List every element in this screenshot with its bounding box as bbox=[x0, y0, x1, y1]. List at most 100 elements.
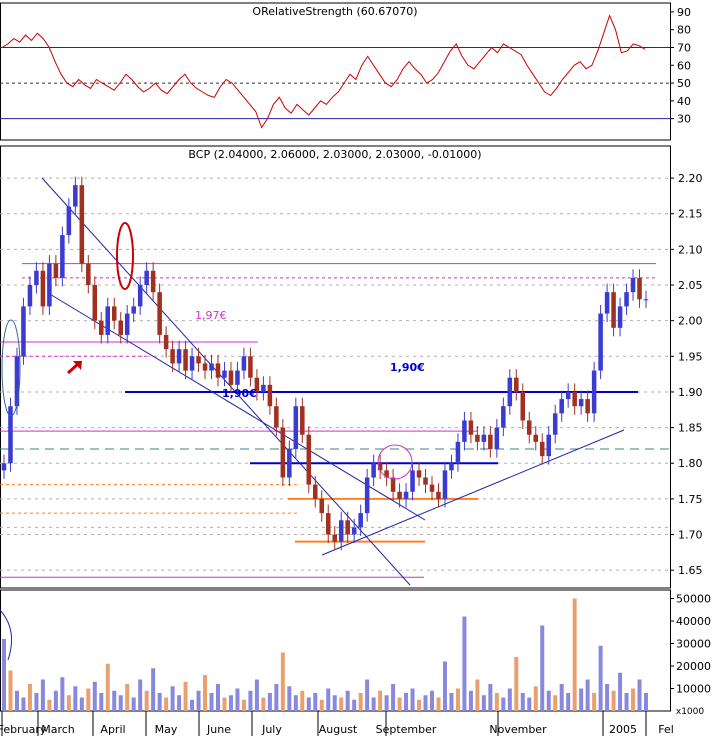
volume-frame bbox=[0, 589, 671, 712]
volume-bar bbox=[540, 625, 545, 711]
indicator-panel: 30 40 50 60 70 80 90 bbox=[0, 2, 691, 141]
volume-bar bbox=[624, 693, 629, 711]
indicator-tick-label-0: 30 bbox=[677, 113, 691, 126]
candle-body bbox=[209, 363, 214, 371]
candle-body bbox=[539, 441, 545, 457]
candle-body bbox=[92, 285, 98, 321]
volume-bar bbox=[40, 679, 45, 711]
volume-bar bbox=[280, 652, 285, 711]
candle-body bbox=[501, 406, 506, 428]
candle-body bbox=[287, 448, 292, 478]
candle-body bbox=[99, 320, 104, 335]
price-tick-label-10: 2.15 bbox=[678, 208, 703, 221]
volume-bar bbox=[164, 697, 169, 711]
candle-body bbox=[604, 292, 610, 314]
volume-bar bbox=[248, 690, 253, 711]
candle-body bbox=[34, 270, 39, 286]
marker-ellipse-april bbox=[116, 222, 134, 290]
volume-bar bbox=[241, 699, 246, 711]
candle-body bbox=[40, 270, 46, 307]
volume-unit-label: x1000 bbox=[676, 707, 705, 717]
candle-body bbox=[150, 270, 156, 293]
candle-body bbox=[325, 513, 331, 535]
volume-bar bbox=[546, 690, 551, 711]
volume-bar bbox=[352, 699, 357, 711]
candle-body bbox=[345, 520, 350, 535]
candle-body bbox=[21, 306, 26, 357]
candle-body bbox=[86, 263, 91, 286]
volume-bar bbox=[267, 693, 272, 711]
candle-body bbox=[313, 484, 318, 499]
volume-bar bbox=[585, 679, 590, 711]
candle-body bbox=[624, 292, 629, 307]
volume-bar bbox=[254, 679, 259, 711]
channel-lower bbox=[47, 292, 426, 521]
volume-bar bbox=[92, 681, 97, 711]
volume-bar bbox=[319, 699, 324, 711]
volume-tick-label-1: 20000 bbox=[676, 660, 711, 673]
candle-body bbox=[507, 377, 513, 407]
volume-bar bbox=[455, 688, 460, 711]
volume-bar bbox=[47, 699, 52, 711]
candle-body bbox=[520, 391, 526, 421]
volume-bar bbox=[462, 616, 467, 711]
candle-body bbox=[442, 470, 448, 499]
volume-bar bbox=[2, 639, 6, 711]
candle-body bbox=[488, 434, 493, 449]
volume-bar bbox=[592, 693, 597, 711]
candle-body bbox=[306, 434, 312, 485]
volume-tick-label-3: 40000 bbox=[676, 615, 711, 628]
x-axis-label-9: 2005 bbox=[609, 723, 637, 736]
volume-bar bbox=[501, 697, 506, 711]
volume-bar bbox=[79, 697, 84, 711]
candle-body bbox=[60, 235, 65, 278]
volume-bar bbox=[34, 693, 39, 711]
candle-body bbox=[332, 534, 337, 542]
candle-body bbox=[196, 356, 201, 364]
candle-body bbox=[73, 185, 78, 207]
candle-body bbox=[293, 406, 299, 449]
candle-body bbox=[1, 463, 7, 471]
volume-bar bbox=[203, 675, 208, 711]
candle-body bbox=[189, 356, 195, 371]
volume-bar bbox=[138, 679, 143, 711]
candle-body bbox=[572, 391, 577, 407]
candle-body bbox=[410, 470, 415, 492]
volume-bar bbox=[631, 688, 636, 711]
rsi-line bbox=[1, 14, 646, 129]
candle-body bbox=[47, 263, 52, 307]
volume-bar bbox=[559, 684, 564, 711]
indicator-tick-label-4: 70 bbox=[677, 41, 691, 54]
candle-body bbox=[215, 363, 221, 378]
candle-body bbox=[111, 306, 117, 321]
price-tick-label-5: 1.90 bbox=[678, 386, 703, 399]
volume-bar bbox=[475, 679, 480, 711]
volume-bar bbox=[183, 681, 188, 711]
volume-bar bbox=[553, 695, 558, 711]
indicator-title: ORelativeStrength (60.67070) bbox=[252, 5, 417, 18]
candle-body bbox=[27, 285, 33, 307]
candle-body bbox=[403, 491, 409, 499]
candle-body bbox=[248, 356, 253, 378]
x-axis-label-7: September bbox=[376, 723, 437, 736]
annotation-190-center: 1,90€ bbox=[390, 361, 425, 374]
annotation-190-left: 1,90€ bbox=[222, 387, 257, 400]
indicator-tick-label-6: 90 bbox=[677, 6, 691, 19]
price-tick-label-11: 2.20 bbox=[678, 172, 703, 185]
volume-bar bbox=[170, 686, 175, 711]
candle-body bbox=[449, 463, 454, 471]
volume-bar bbox=[481, 695, 486, 711]
volume-bar bbox=[436, 697, 441, 711]
candle-body bbox=[377, 463, 383, 471]
candle-body bbox=[338, 520, 344, 542]
candle-body bbox=[514, 377, 519, 392]
price-tick-label-1: 1.70 bbox=[678, 529, 703, 542]
volume-bar bbox=[391, 684, 396, 711]
volume-bar bbox=[86, 688, 91, 711]
indicator-tick-label-3: 60 bbox=[677, 59, 691, 72]
volume-panel: 10000 20000 30000 40000 50000 bbox=[0, 589, 711, 712]
x-axis-label-1: March bbox=[41, 723, 75, 736]
candle-body bbox=[105, 306, 111, 335]
candle-body bbox=[364, 477, 370, 514]
